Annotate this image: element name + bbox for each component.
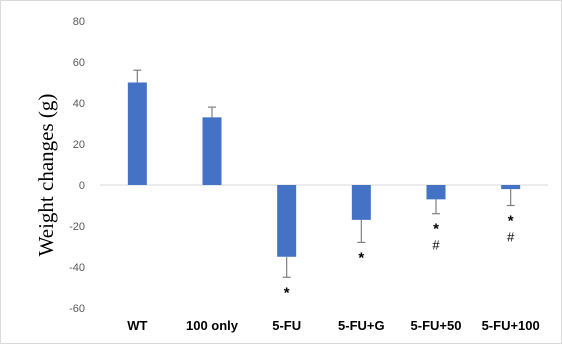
bar — [127, 82, 147, 185]
error-bar — [357, 219, 366, 243]
x-category-label: 5-FU+100 — [482, 318, 540, 333]
significance-asterisk: * — [433, 221, 439, 238]
y-tick-label: 80 — [73, 16, 85, 28]
significance-asterisk: * — [358, 249, 364, 266]
significance-asterisk: * — [284, 284, 290, 301]
error-bar — [133, 69, 142, 83]
bar — [501, 185, 521, 190]
x-category-label: 5-FU — [272, 318, 301, 333]
y-axis-ticks: 80 60 40 20 0 -20 -40 -60 — [69, 16, 85, 315]
significance-asterisk: * — [508, 213, 514, 230]
error-bar — [282, 256, 291, 278]
x-category-label: 5-FU+50 — [411, 318, 462, 333]
x-category-label: 100 only — [186, 318, 239, 333]
significance-hash: # — [507, 230, 515, 245]
x-axis-categories: WT 100 only 5-FU 5-FU+G 5-FU+50 5-FU+100 — [127, 318, 540, 333]
y-tick-label: 60 — [73, 57, 85, 69]
y-tick-label: 20 — [73, 139, 85, 151]
y-tick-label: 40 — [73, 98, 85, 110]
significance-hash: # — [432, 238, 440, 253]
bar-series — [127, 82, 521, 257]
error-bar — [506, 189, 515, 207]
y-tick-label: -60 — [69, 303, 85, 315]
bar — [277, 185, 297, 257]
error-bar — [432, 199, 440, 215]
error-bar — [208, 106, 216, 118]
x-category-label: 5-FU+G — [338, 318, 385, 333]
y-tick-label: 0 — [79, 180, 85, 192]
x-category-label: WT — [127, 318, 147, 333]
bar — [351, 185, 371, 220]
error-bars — [133, 69, 515, 278]
y-axis-title: Weight changes (g) — [34, 94, 58, 257]
bar — [426, 185, 446, 200]
significance-marks: ***#*# — [284, 213, 515, 302]
y-tick-label: -20 — [69, 221, 85, 233]
y-tick-label: -40 — [69, 262, 85, 274]
bar — [202, 117, 222, 185]
